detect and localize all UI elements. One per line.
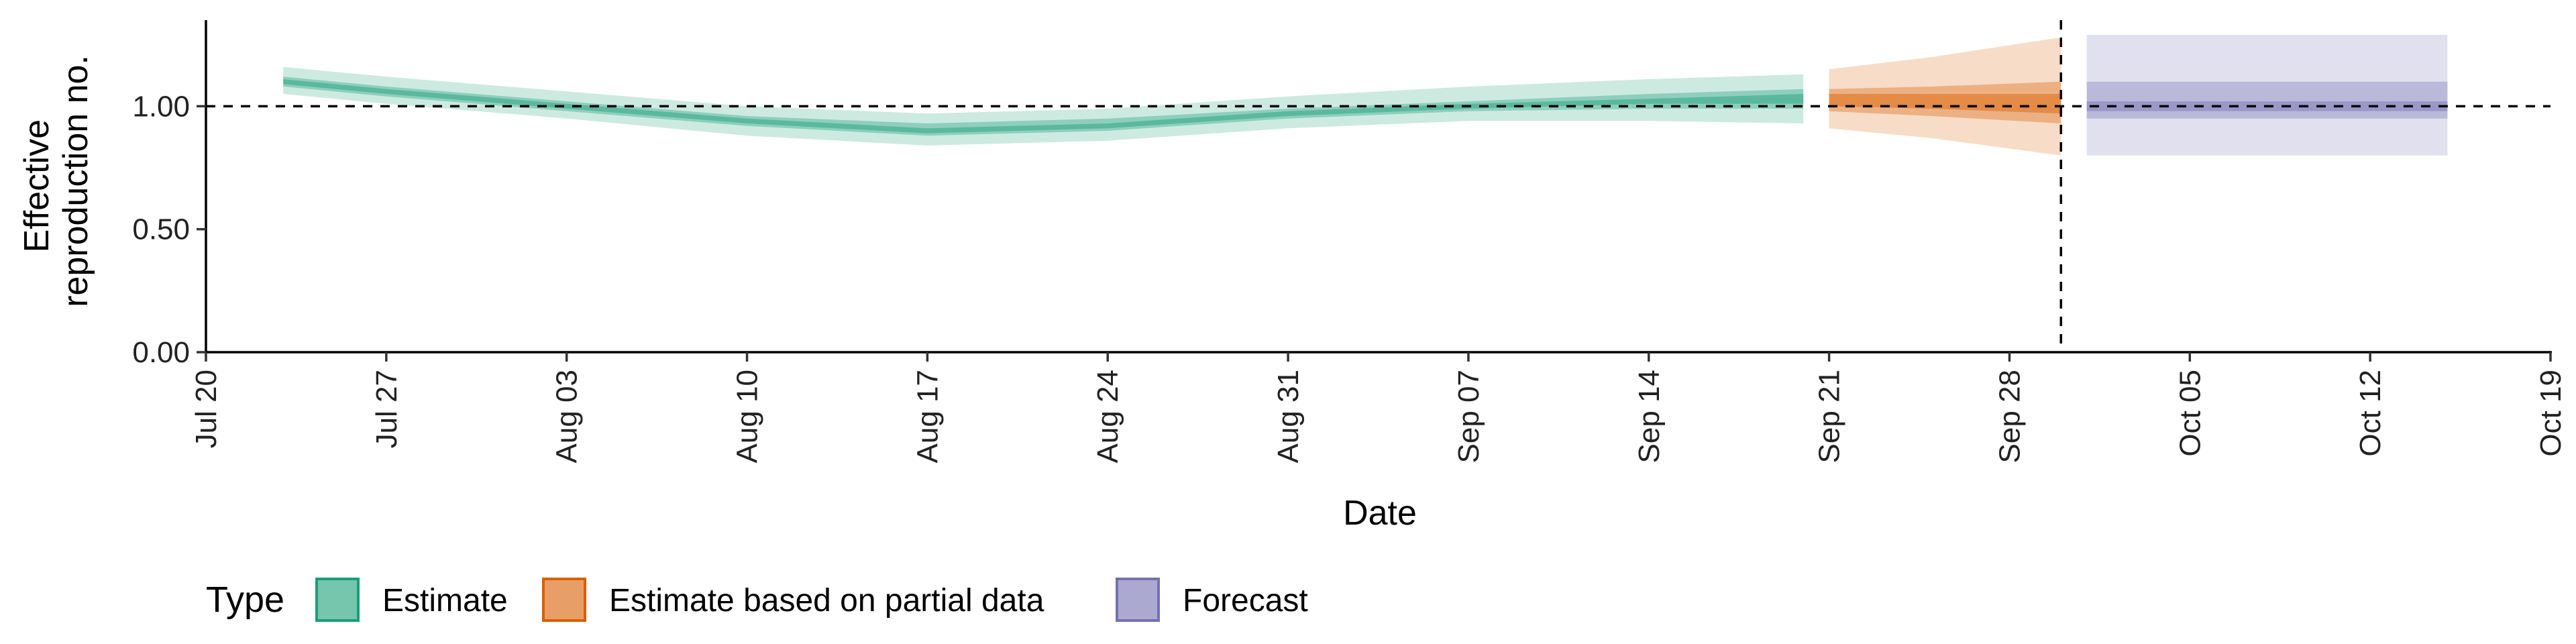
series-2	[2086, 35, 2448, 156]
x-tick-label: Oct 05	[2174, 370, 2206, 457]
series-2-band-50	[2086, 81, 2448, 119]
y-tick-label: 0.50	[132, 213, 190, 246]
legend-swatch	[1116, 578, 1160, 622]
series-1-band-90	[1829, 37, 2061, 156]
legend-swatch	[315, 578, 360, 622]
y-axis-title: Effective reproduction no.	[17, 55, 95, 307]
x-tick-label: Jul 20	[190, 370, 223, 448]
x-tick-label: Aug 24	[1091, 370, 1124, 463]
x-tick-label: Sep 14	[1633, 370, 1666, 463]
reference-lines	[206, 20, 2551, 352]
series-1-band-20	[1829, 94, 2061, 114]
legend-swatch	[542, 578, 586, 622]
x-tick-label: Aug 10	[731, 370, 764, 463]
y-tick-label: 1.00	[132, 90, 190, 123]
x-tick-label: Sep 07	[1452, 370, 1485, 463]
x-tick-label: Aug 03	[551, 370, 584, 463]
series-0-band-90	[283, 66, 1804, 146]
legend-item-0: Estimate	[315, 578, 508, 622]
y-axis-title-line-1: Effective	[17, 119, 56, 252]
legend-title: Type	[206, 580, 284, 620]
band-layer	[283, 35, 2448, 156]
x-tick-label: Sep 28	[1993, 370, 2026, 463]
series-2-band-90	[2086, 35, 2448, 156]
y-axis-title-line-2: reproduction no.	[56, 55, 95, 307]
axes: 0.00 0.50 1.00 Jul 20 Jul 27 Aug 03 Aug 10 Aug …	[132, 20, 2567, 463]
y-tick-label: 0.00	[132, 336, 190, 369]
series-1-band-50	[1829, 81, 2061, 123]
x-tick-label: Jul 27	[370, 370, 403, 448]
x-tick-label: Aug 31	[1272, 370, 1305, 463]
legend-label: Estimate based on partial data	[609, 583, 1044, 619]
x-axis-title: Date	[1343, 494, 1417, 533]
x-tick-label: Oct 19	[2534, 370, 2567, 457]
legend: Type Estimate Estimate based on partial d…	[206, 578, 1308, 622]
legend-item-1: Estimate based on partial data	[542, 578, 1044, 622]
x-tick-label: Aug 17	[911, 370, 944, 463]
legend-label: Estimate	[382, 583, 508, 619]
x-tick-label: Sep 21	[1813, 370, 1846, 463]
axis-labels: Date Effective reproduction no.	[17, 55, 1417, 533]
series-1	[1829, 37, 2061, 156]
legend-item-2: Forecast	[1116, 578, 1308, 622]
x-tick-label: Oct 12	[2354, 370, 2387, 457]
legend-label: Forecast	[1183, 583, 1308, 619]
